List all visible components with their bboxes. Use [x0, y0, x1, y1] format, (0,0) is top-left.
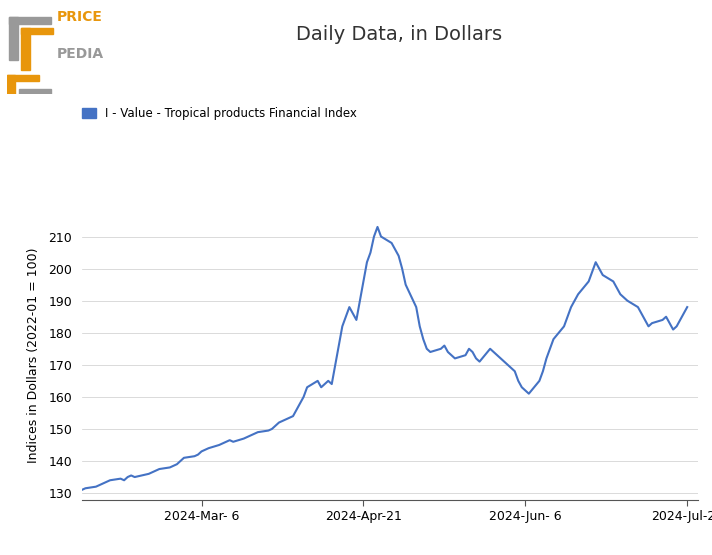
Bar — [21, 28, 30, 70]
Bar — [21, 28, 53, 34]
Bar — [7, 74, 16, 94]
Bar — [19, 89, 51, 94]
Bar — [9, 17, 19, 60]
Text: Daily Data, in Dollars: Daily Data, in Dollars — [295, 25, 502, 44]
Legend: I - Value - Tropical products Financial Index: I - Value - Tropical products Financial … — [82, 107, 357, 120]
Bar — [9, 17, 51, 24]
Text: PRICE: PRICE — [57, 10, 103, 24]
Text: PEDIA: PEDIA — [57, 47, 104, 61]
Bar — [7, 75, 39, 82]
Y-axis label: Indices in Dollars (2022-01 = 100): Indices in Dollars (2022-01 = 100) — [27, 248, 40, 463]
